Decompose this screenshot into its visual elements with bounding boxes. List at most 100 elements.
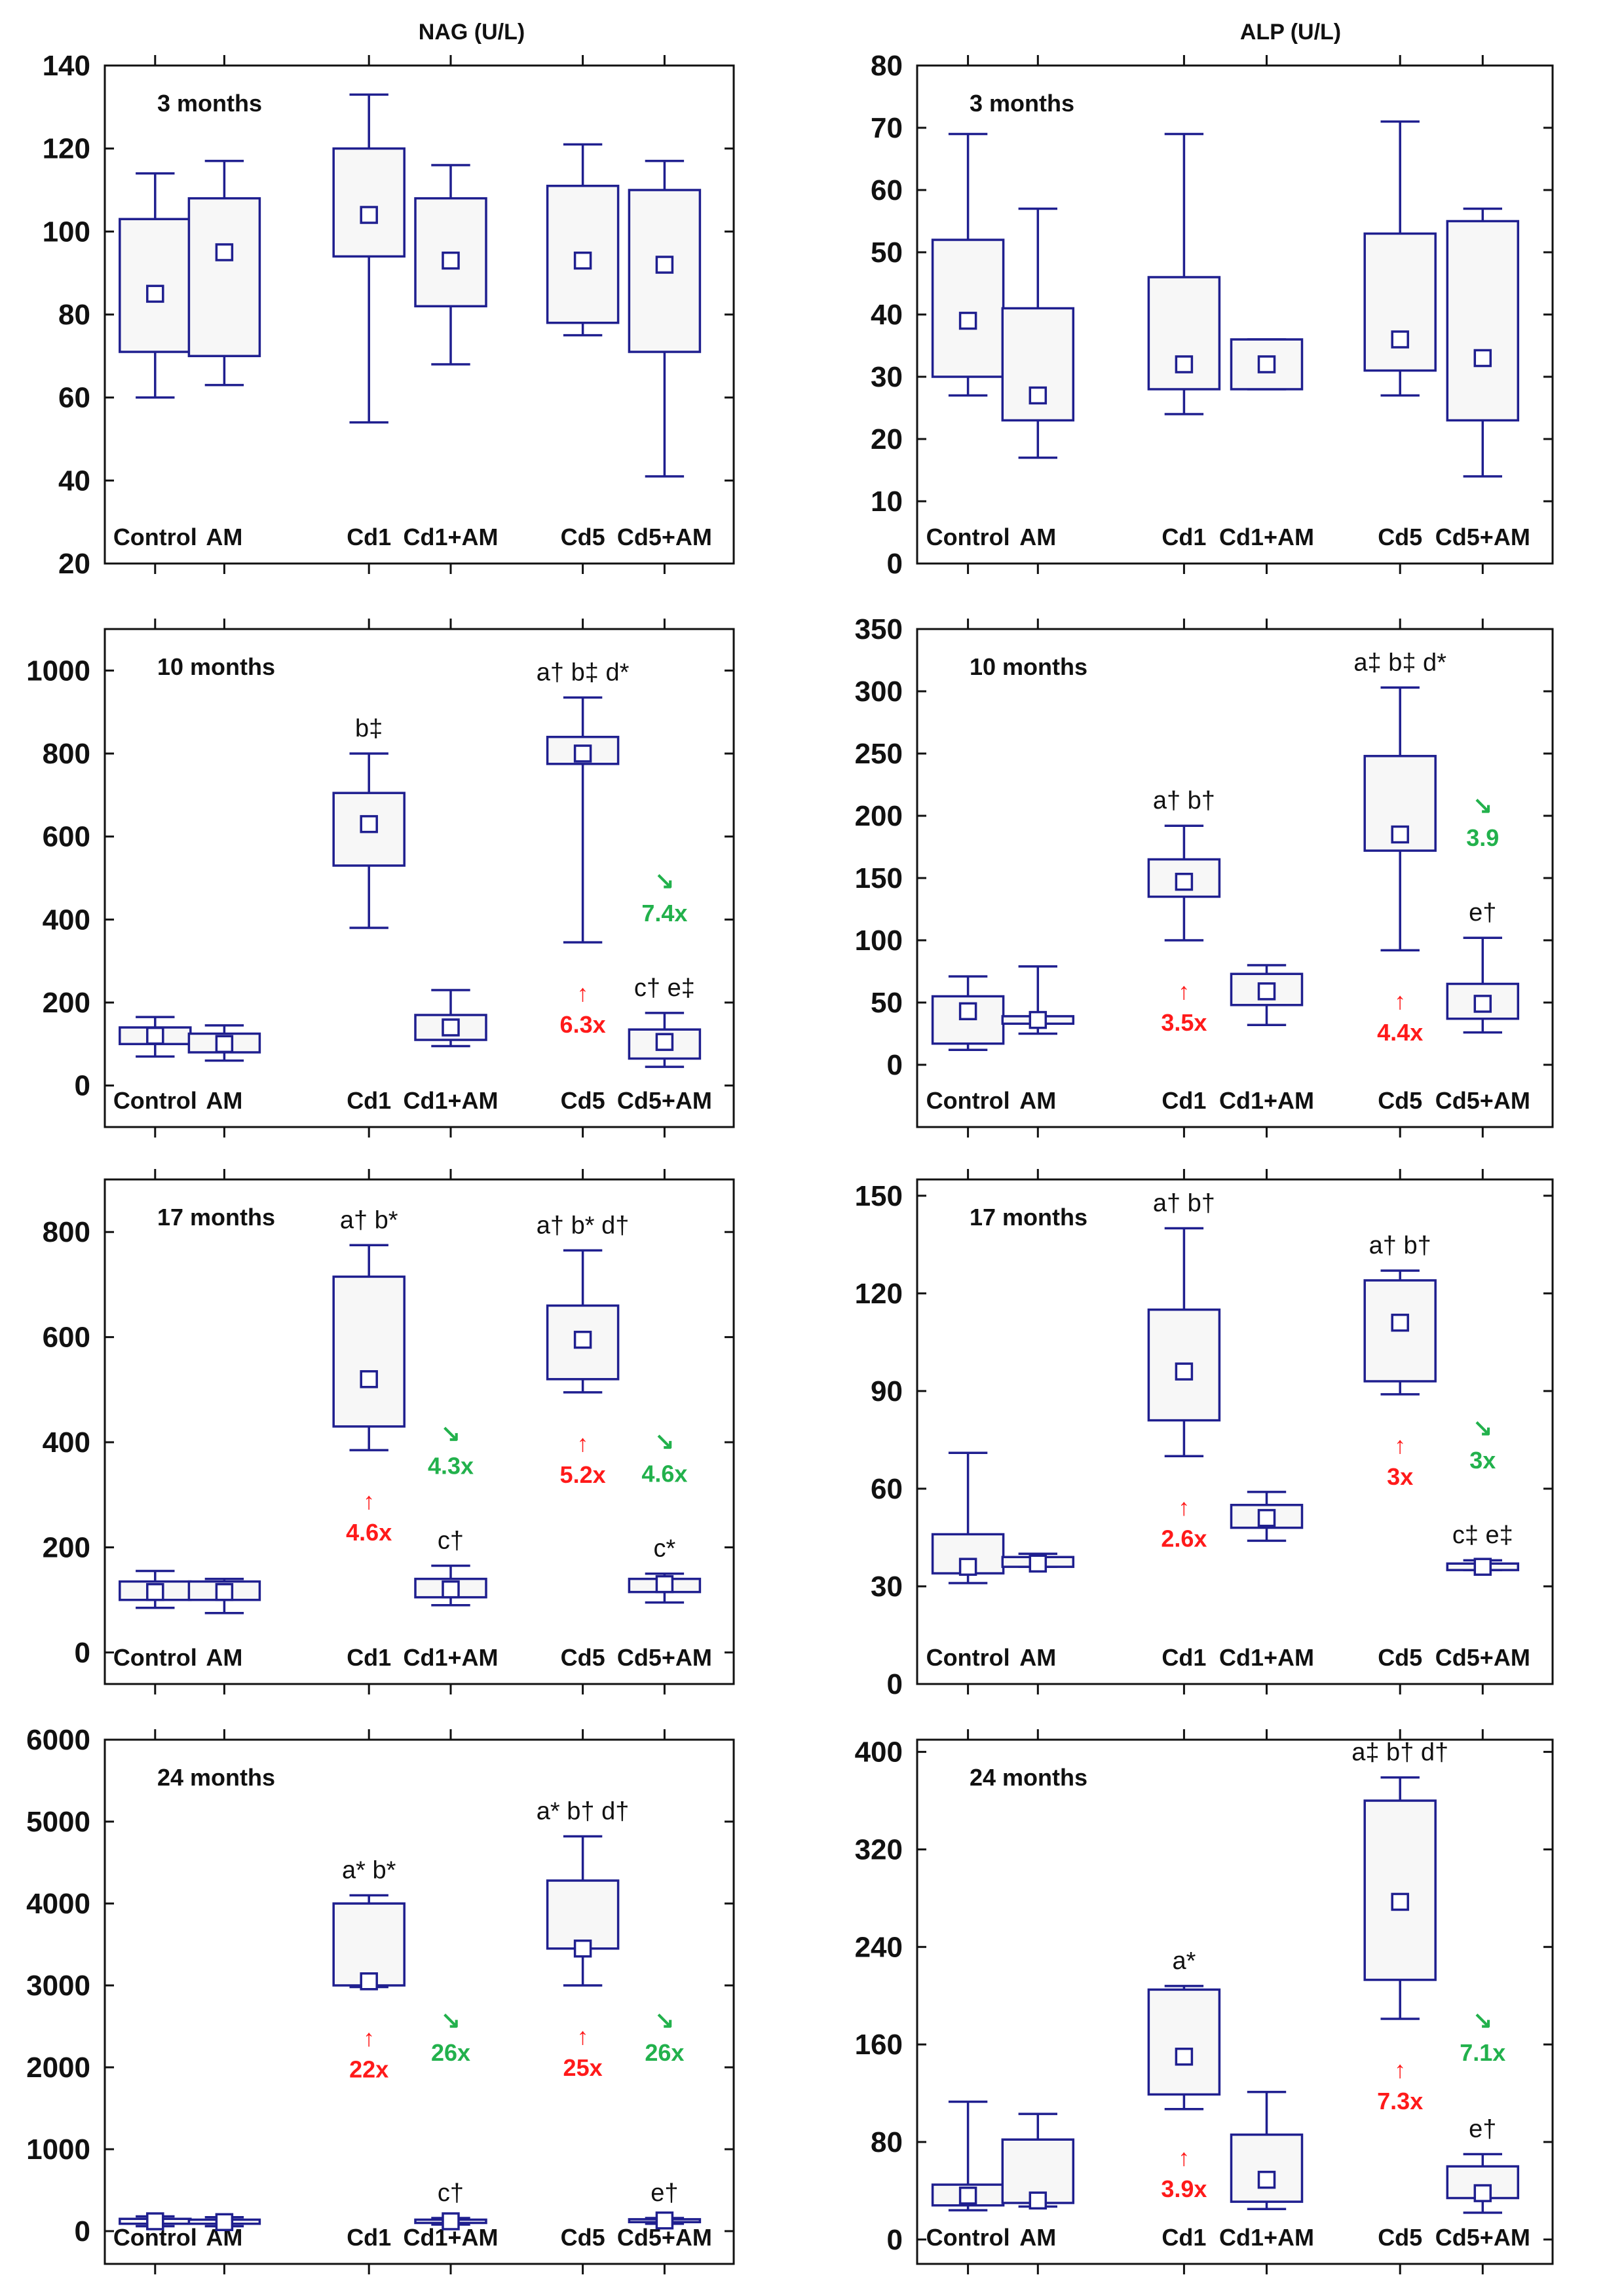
increase-arrow-icon: ↑	[577, 2023, 589, 2050]
significance-label: a*	[1172, 1947, 1196, 1975]
increase-fold-label: 6.3x	[560, 1011, 606, 1038]
increase-fold-label: 4.6x	[346, 1519, 392, 1546]
category-label-cd5: Cd5	[1378, 524, 1422, 550]
significance-label: e†	[1469, 2116, 1496, 2143]
increase-arrow-icon: ↑	[1178, 978, 1190, 1004]
category-label-control: Control	[926, 524, 1010, 550]
category-label-cd1: Cd1	[347, 1087, 391, 1114]
box-am	[1001, 207, 1075, 459]
category-label-cd5: Cd5	[561, 1644, 605, 1671]
box-cd5-am: c† e‡ ↘ 7.4x	[628, 867, 702, 1068]
mean-marker	[1257, 1508, 1276, 1527]
significance-label: a† b*	[340, 1206, 398, 1234]
decrease-arrow-icon: ↘	[1473, 1414, 1492, 1441]
y-tick-label: 0	[75, 2215, 90, 2248]
period-label: 24 months	[157, 1764, 275, 1791]
y-tick-label: 40	[58, 465, 90, 497]
significance-label: e†	[651, 2179, 678, 2207]
category-label-cd1: Cd1	[1161, 1644, 1206, 1671]
y-tick-label: 100	[855, 925, 903, 957]
increase-arrow-icon: ↑	[1178, 1493, 1190, 1520]
y-tick-label: 5000	[26, 1806, 90, 1838]
y-tick-label: 60	[58, 382, 90, 414]
plot-frame	[104, 628, 735, 1128]
panel-left-10-months: 0 200 400 600 800 1000 10 months Control AM Cd1 Cd…	[26, 619, 735, 1138]
box-cd5: a† b† ↑ 3x	[1363, 1232, 1437, 1490]
y-tick-label: 100	[43, 216, 90, 248]
period-label: 17 months	[970, 1204, 1087, 1231]
significance-label: a† b†	[1153, 787, 1215, 814]
period-label: 3 months	[970, 90, 1074, 117]
y-tick-label: 40	[871, 299, 903, 331]
box-cd1: a† b† ↑ 3.5x	[1147, 787, 1221, 1036]
category-label-control: Control	[926, 2224, 1010, 2251]
y-tick-label: 20	[58, 548, 90, 580]
y-tick-label: 60	[871, 1473, 903, 1505]
mean-marker	[1391, 825, 1409, 844]
category-label-cd1: Cd1	[1161, 524, 1206, 550]
iqr-box	[332, 1902, 406, 1987]
y-tick-label: 120	[43, 133, 90, 165]
mean-marker	[1473, 995, 1492, 1013]
box-cd1: a* ↑ 3.9x	[1147, 1947, 1221, 2202]
mean-marker	[360, 1370, 378, 1388]
decrease-fold-label: 7.1x	[1460, 2039, 1505, 2066]
mean-marker	[215, 243, 234, 261]
category-label-cd1: Cd1	[1161, 1087, 1206, 1114]
category-label-cd1: Cd1	[347, 524, 391, 550]
category-label-am: AM	[1019, 524, 1056, 550]
decrease-arrow-icon: ↘	[1473, 792, 1492, 818]
category-label-cd1-am: Cd1+AM	[1219, 1087, 1314, 1114]
category-label-cd1-am: Cd1+AM	[403, 1644, 498, 1671]
period-label: 10 months	[970, 653, 1087, 680]
category-label-cd5: Cd5	[1378, 2224, 1422, 2251]
box-cd1: a† b* ↑ 4.6x	[332, 1206, 406, 1546]
significance-label: c†	[438, 2179, 464, 2207]
decrease-fold-label: 3.9	[1466, 824, 1499, 851]
mean-marker	[442, 1018, 460, 1037]
y-tick-label: 400	[43, 1426, 90, 1459]
category-label-am: AM	[206, 1087, 242, 1114]
mean-marker	[146, 284, 164, 303]
decrease-arrow-icon: ↘	[441, 2006, 461, 2033]
box-cd5-am: e† ↘ 7.1x	[1446, 2006, 1520, 2214]
mean-marker	[655, 2211, 674, 2230]
y-tick-label: 50	[871, 237, 903, 269]
box-cd5-am: c‡ e‡ ↘ 3x	[1446, 1414, 1520, 1576]
box-cd5	[546, 143, 620, 337]
y-tick-label: 200	[43, 1531, 90, 1563]
significance-label: a‡ b‡ d*	[1353, 649, 1446, 676]
box-control	[119, 1569, 192, 1609]
box-cd5: a‡ b‡ d* ↑ 4.4x	[1353, 649, 1446, 1046]
box-cd1-am	[414, 164, 487, 366]
box-cd1-am	[1230, 2090, 1304, 2211]
box-cd5-am: c* ↘ 4.6x	[628, 1428, 702, 1604]
mean-marker	[1029, 1554, 1048, 1573]
category-label-cd5-am: Cd5+AM	[1435, 2224, 1530, 2251]
mean-marker	[215, 1035, 234, 1054]
increase-fold-label: 4.4x	[1377, 1019, 1423, 1046]
mean-marker	[958, 311, 977, 330]
increase-fold-label: 3x	[1387, 1463, 1413, 1490]
significance-label: c‡ e‡	[1452, 1521, 1513, 1549]
iqr-box	[1230, 2133, 1304, 2203]
plot-frame	[916, 1178, 1554, 1685]
mean-marker	[1473, 1558, 1492, 1576]
decrease-fold-label: 4.6x	[641, 1461, 687, 1487]
significance-label: a† b†	[1369, 1232, 1431, 1259]
category-label-control: Control	[113, 1087, 197, 1114]
mean-marker	[655, 1575, 674, 1594]
category-label-am: AM	[206, 1644, 242, 1671]
mean-marker	[1257, 2170, 1276, 2189]
category-label-cd1-am: Cd1+AM	[403, 1087, 498, 1114]
y-tick-label: 20	[871, 423, 903, 455]
category-label-cd5-am: Cd5+AM	[1435, 1644, 1530, 1671]
mean-marker	[146, 2212, 164, 2230]
iqr-box	[332, 1275, 406, 1428]
mean-marker	[1257, 982, 1276, 1001]
y-tick-label: 60	[871, 174, 903, 206]
category-label-cd5-am: Cd5+AM	[1435, 1087, 1530, 1114]
box-cd1-am	[1230, 964, 1304, 1026]
box-cd5: a† b* d† ↑ 5.2x	[537, 1212, 630, 1488]
box-control	[119, 2212, 192, 2230]
